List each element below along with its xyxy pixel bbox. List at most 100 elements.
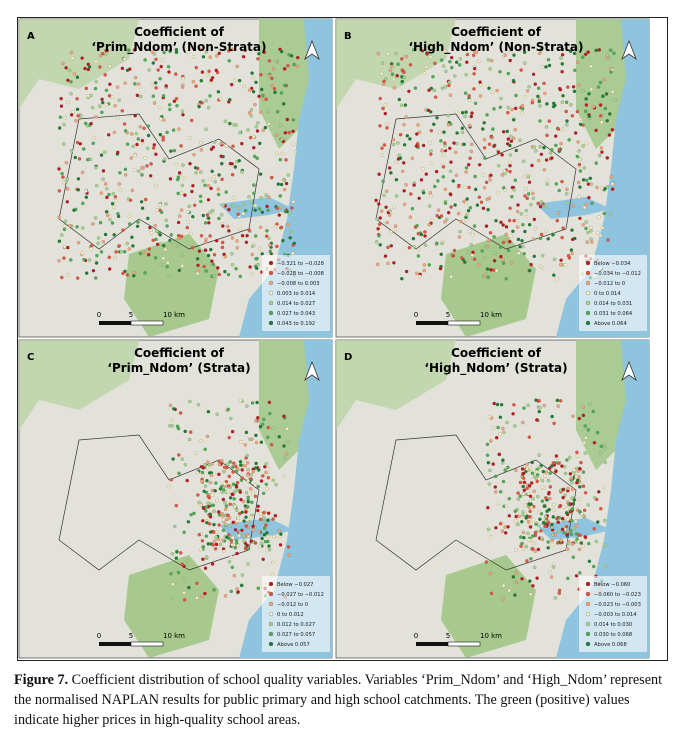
school-point xyxy=(523,194,527,198)
school-point xyxy=(529,202,533,207)
school-point xyxy=(201,557,205,561)
school-point xyxy=(595,430,600,435)
school-point xyxy=(292,62,296,67)
school-point xyxy=(240,468,244,472)
school-point xyxy=(423,230,427,234)
school-point xyxy=(66,187,70,191)
school-point xyxy=(598,233,603,238)
school-point xyxy=(561,495,565,500)
school-point xyxy=(510,194,514,199)
school-point xyxy=(235,508,239,512)
school-point xyxy=(502,430,506,435)
school-point xyxy=(388,68,393,73)
school-point xyxy=(192,511,196,516)
legend-label: 0.012 to 0.027 xyxy=(277,622,315,628)
school-point xyxy=(465,60,469,64)
school-point xyxy=(168,107,172,112)
school-point xyxy=(464,110,468,114)
school-point xyxy=(468,229,472,233)
school-point xyxy=(272,534,276,539)
school-point xyxy=(224,523,228,527)
school-point xyxy=(515,219,520,223)
school-point xyxy=(589,237,593,241)
school-point xyxy=(113,195,118,199)
school-point xyxy=(89,246,94,251)
school-point xyxy=(581,405,585,409)
school-point xyxy=(241,211,245,216)
legend-label: 0.031 to 0.064 xyxy=(594,311,633,317)
school-point xyxy=(477,195,481,199)
school-point xyxy=(493,251,497,255)
school-point xyxy=(276,182,280,186)
school-point xyxy=(286,173,290,177)
school-point xyxy=(223,482,227,486)
school-point xyxy=(257,94,261,99)
school-point xyxy=(90,243,94,247)
school-point xyxy=(550,522,554,526)
school-point xyxy=(498,105,502,110)
school-point xyxy=(199,438,203,443)
school-point xyxy=(421,167,425,171)
school-point xyxy=(498,432,502,436)
school-point xyxy=(177,453,181,457)
school-point xyxy=(472,224,477,228)
school-point xyxy=(94,261,99,265)
school-point xyxy=(532,541,536,546)
school-point xyxy=(227,560,232,564)
school-point xyxy=(261,557,265,561)
school-point xyxy=(473,187,478,192)
school-point xyxy=(536,86,541,90)
school-point xyxy=(581,544,586,548)
school-point xyxy=(520,110,524,115)
school-point xyxy=(528,466,532,470)
school-point xyxy=(267,59,272,63)
school-point xyxy=(542,403,546,408)
school-point xyxy=(472,72,476,76)
school-point xyxy=(116,211,120,216)
school-point xyxy=(162,157,167,161)
school-point xyxy=(271,478,275,482)
school-point xyxy=(157,105,162,110)
school-point xyxy=(61,61,65,66)
school-point xyxy=(519,212,524,216)
school-point xyxy=(501,258,505,262)
school-point xyxy=(195,470,200,475)
school-point xyxy=(578,185,582,189)
school-point xyxy=(261,491,266,495)
school-point xyxy=(513,593,517,597)
school-point xyxy=(208,480,213,485)
school-point xyxy=(414,144,419,148)
school-point xyxy=(179,191,184,195)
legend-swatch xyxy=(585,310,591,316)
school-point xyxy=(521,420,525,425)
school-point xyxy=(143,156,147,160)
school-point xyxy=(525,196,529,200)
school-point xyxy=(249,114,253,118)
school-point xyxy=(209,147,214,151)
legend-swatch xyxy=(268,631,274,637)
school-point xyxy=(204,98,208,103)
school-point xyxy=(389,230,393,234)
school-point xyxy=(549,575,554,579)
school-point xyxy=(589,87,593,92)
school-point xyxy=(479,200,484,204)
school-point xyxy=(478,80,482,84)
school-point xyxy=(261,474,265,478)
legend-label: −0.023 to −0.003 xyxy=(594,602,641,608)
school-point xyxy=(236,212,240,216)
school-point xyxy=(176,191,180,196)
school-point xyxy=(492,401,496,406)
legend-label: 0.027 to 0.043 xyxy=(277,311,315,317)
school-point xyxy=(470,111,474,115)
school-point xyxy=(592,564,596,569)
panel-title: Coefficient of xyxy=(134,25,225,39)
school-point xyxy=(597,490,601,494)
land-green xyxy=(19,19,139,109)
school-point xyxy=(161,94,166,98)
school-point xyxy=(125,273,130,277)
school-point xyxy=(256,262,260,267)
school-point xyxy=(117,98,121,103)
school-point xyxy=(193,165,198,170)
school-point xyxy=(142,126,146,131)
school-point xyxy=(544,229,548,234)
